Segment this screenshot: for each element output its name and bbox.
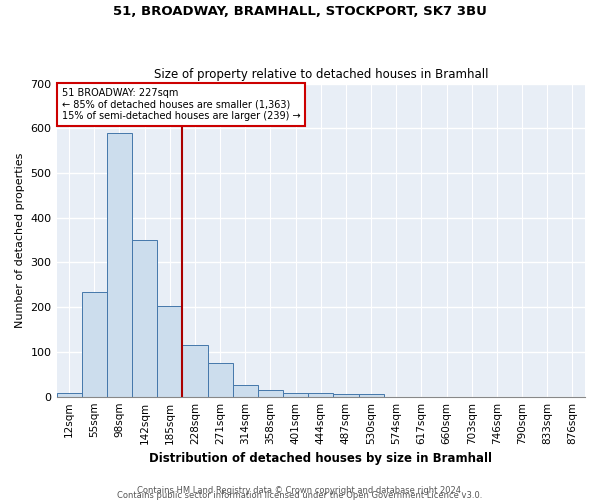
Bar xyxy=(107,133,132,396)
Bar xyxy=(258,390,283,396)
Title: Size of property relative to detached houses in Bramhall: Size of property relative to detached ho… xyxy=(154,68,488,81)
Bar xyxy=(56,393,82,396)
Text: Contains HM Land Registry data © Crown copyright and database right 2024.: Contains HM Land Registry data © Crown c… xyxy=(137,486,463,495)
Text: 51 BROADWAY: 227sqm
← 85% of detached houses are smaller (1,363)
15% of semi-det: 51 BROADWAY: 227sqm ← 85% of detached ho… xyxy=(62,88,301,122)
X-axis label: Distribution of detached houses by size in Bramhall: Distribution of detached houses by size … xyxy=(149,452,492,465)
Bar xyxy=(283,393,308,396)
Bar xyxy=(208,363,233,396)
Bar xyxy=(308,393,334,396)
Bar xyxy=(132,240,157,396)
Text: Contains public sector information licensed under the Open Government Licence v3: Contains public sector information licen… xyxy=(118,491,482,500)
Bar xyxy=(82,292,107,397)
Text: 51, BROADWAY, BRAMHALL, STOCKPORT, SK7 3BU: 51, BROADWAY, BRAMHALL, STOCKPORT, SK7 3… xyxy=(113,5,487,18)
Bar xyxy=(157,306,182,396)
Y-axis label: Number of detached properties: Number of detached properties xyxy=(15,152,25,328)
Bar xyxy=(233,384,258,396)
Bar xyxy=(182,345,208,397)
Bar xyxy=(334,394,359,396)
Bar xyxy=(359,394,383,396)
